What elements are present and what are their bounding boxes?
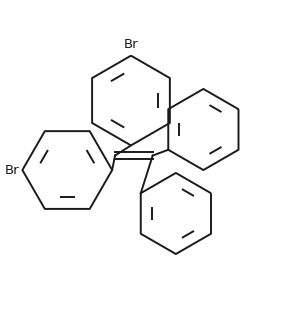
Text: Br: Br [4,164,19,176]
Text: Br: Br [124,38,138,51]
